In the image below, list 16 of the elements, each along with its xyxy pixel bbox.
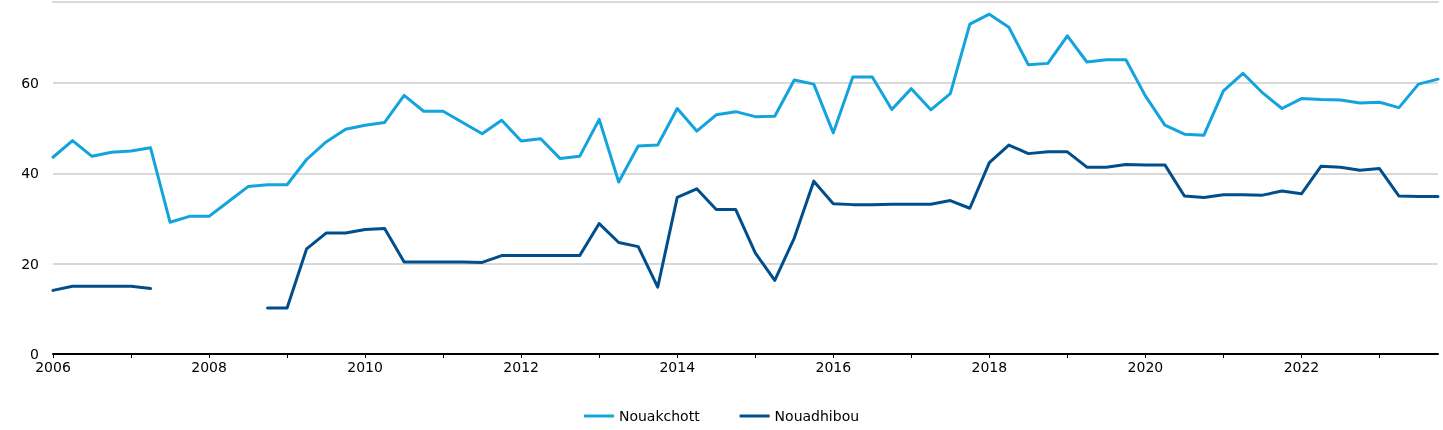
y-tick-label: 0 (30, 346, 39, 362)
y-tick-label: 20 (21, 255, 39, 272)
x-tick-label: 2022 (1283, 359, 1320, 375)
x-tick-label: 2020 (1127, 359, 1164, 375)
x-tick-label: 2016 (815, 359, 852, 375)
legend-label: Nouadhibou (774, 408, 860, 424)
y-tick-label: 60 (21, 75, 39, 92)
y-tick-label: 40 (21, 165, 39, 182)
x-tick-label: 2014 (659, 359, 696, 375)
x-tick-label: 2012 (503, 359, 539, 375)
line-series (51, 12, 1440, 224)
x-tick-label: 2010 (347, 359, 383, 375)
x-tick-label: 2018 (971, 359, 1008, 375)
x-tick-label: 2006 (35, 359, 71, 375)
legend-label: Nouakchott (618, 408, 701, 424)
x-tick-label: 2008 (191, 359, 227, 375)
